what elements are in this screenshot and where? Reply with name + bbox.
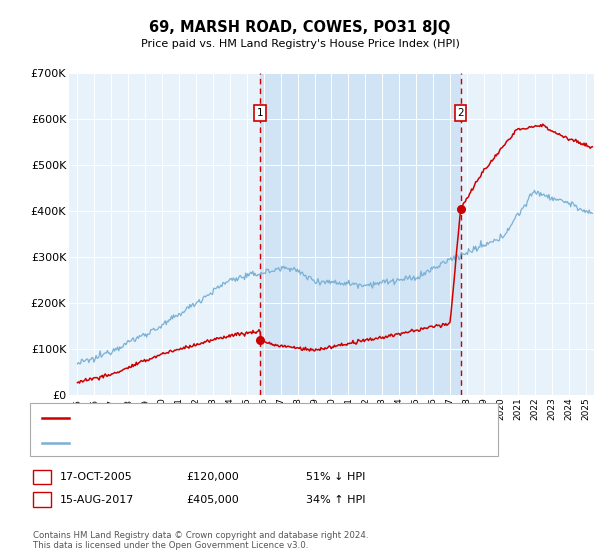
Text: 1: 1 (257, 108, 263, 118)
Text: 15-AUG-2017: 15-AUG-2017 (60, 494, 134, 505)
Text: 2: 2 (457, 108, 464, 118)
Text: 69, MARSH ROAD, COWES, PO31 8JQ (detached house): 69, MARSH ROAD, COWES, PO31 8JQ (detache… (75, 413, 362, 423)
Text: 17-OCT-2005: 17-OCT-2005 (60, 472, 133, 482)
Bar (260, 73, 461, 395)
Text: 51% ↓ HPI: 51% ↓ HPI (306, 472, 365, 482)
Text: Price paid vs. HM Land Registry's House Price Index (HPI): Price paid vs. HM Land Registry's House … (140, 39, 460, 49)
Text: HPI: Average price, detached house, Isle of Wight: HPI: Average price, detached house, Isle… (75, 438, 333, 448)
Text: Contains HM Land Registry data © Crown copyright and database right 2024.
This d: Contains HM Land Registry data © Crown c… (33, 531, 368, 550)
Text: 1: 1 (38, 472, 46, 482)
Text: £405,000: £405,000 (186, 494, 239, 505)
Text: £120,000: £120,000 (186, 472, 239, 482)
Text: 69, MARSH ROAD, COWES, PO31 8JQ: 69, MARSH ROAD, COWES, PO31 8JQ (149, 20, 451, 35)
Text: 34% ↑ HPI: 34% ↑ HPI (306, 494, 365, 505)
Text: 2: 2 (38, 494, 46, 505)
